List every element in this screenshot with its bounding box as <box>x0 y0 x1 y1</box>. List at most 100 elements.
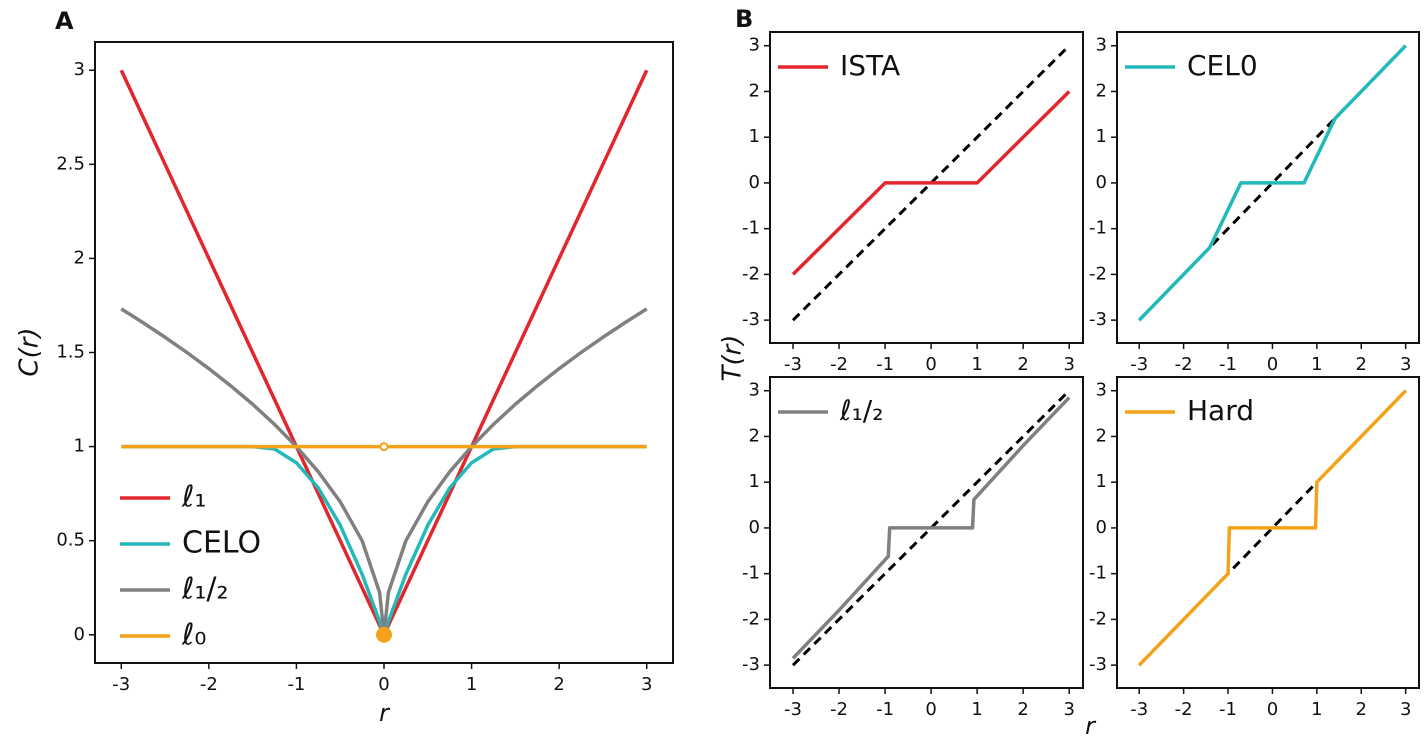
x-tick-label: -3 <box>784 354 802 375</box>
y-tick-label: 2 <box>749 425 760 446</box>
x-tick-label: -2 <box>1175 354 1193 375</box>
panel: -3 -2 -1 0 1 2 3 -3 -2 -1 0 1 2 3 CEL0 <box>1089 31 1420 375</box>
panel: -3 -2 -1 0 1 2 3 -3 -2 -1 0 1 2 3 Hard <box>1089 376 1420 720</box>
x-tick-label: 0 <box>925 354 936 375</box>
legend-label: ℓ₀ <box>181 618 206 653</box>
x-tick-label: -2 <box>830 354 848 375</box>
y-tick-label: 0 <box>1096 172 1107 193</box>
y-tick-label: -1 <box>742 218 760 239</box>
x-tick-label: 2 <box>553 674 564 695</box>
y-tick-label: -3 <box>742 654 760 675</box>
y-tick-label: 3 <box>1096 35 1107 56</box>
x-tick-label: -1 <box>876 354 894 375</box>
x-tick-label: -2 <box>1175 699 1193 720</box>
y-tick-label: 3 <box>1096 380 1107 401</box>
y-tick-label: -1 <box>1089 218 1107 239</box>
axes-frame <box>1116 31 1420 344</box>
y-tick-label: 2 <box>1096 425 1107 446</box>
x-tick-label: -1 <box>876 699 894 720</box>
y-tick-label: -1 <box>1089 563 1107 584</box>
y-tick-label: 2 <box>1096 80 1107 101</box>
y-tick-label: 1 <box>1096 471 1107 492</box>
x-tick-label: 1 <box>1311 699 1322 720</box>
series-line <box>1137 389 1407 667</box>
y-tick-label: 1 <box>1096 126 1107 147</box>
panel: -3 -2 -1 0 1 2 3 -3 -2 -1 0 1 2 3 ℓ₁/₂ r <box>742 376 1097 737</box>
y-tick-label: -1 <box>742 563 760 584</box>
y-tick-label: 0.5 <box>56 530 85 551</box>
y-tick-label: 0 <box>74 624 85 645</box>
panel: -3 -2 -1 0 1 2 3 0 0.5 1 1.5 2 2.5 3 ℓ₁ CELO ℓ₁/₂ ℓ₀ A C(r)… <box>15 7 674 727</box>
series-line <box>791 389 1071 667</box>
legend-label: ISTA <box>840 49 900 82</box>
panel: -3 -2 -1 0 1 2 3 -3 -2 -1 0 1 2 3 ISTA B T(r) <box>718 5 1084 381</box>
x-tick-label: -3 <box>112 674 130 695</box>
series-line <box>1137 44 1407 322</box>
x-tick-label: 3 <box>641 674 652 695</box>
y-tick-label: 1 <box>749 126 760 147</box>
series-line <box>791 396 1071 660</box>
x-tick-label: 3 <box>1400 354 1411 375</box>
y-tick-label: 2 <box>74 247 85 268</box>
series-line <box>791 90 1071 276</box>
y-axis-label: C(r) <box>15 327 45 376</box>
x-tick-label: 1 <box>971 699 982 720</box>
y-tick-label: 0 <box>749 517 760 538</box>
x-tick-label: -3 <box>1130 354 1148 375</box>
x-tick-label: 0 <box>1267 354 1278 375</box>
x-tick-label: -2 <box>830 699 848 720</box>
y-tick-label: 3 <box>749 35 760 56</box>
legend-label: Hard <box>1187 394 1254 427</box>
y-tick-label: -2 <box>742 608 760 629</box>
legend-label: CELO <box>182 526 261 561</box>
legend-label: ℓ₁/₂ <box>181 572 229 607</box>
x-tick-label: 1 <box>1311 354 1322 375</box>
y-tick-label: 1 <box>749 471 760 492</box>
x-tick-label: 0 <box>378 674 389 695</box>
isolated-point <box>376 626 392 643</box>
x-tick-label: -1 <box>287 674 305 695</box>
y-tick-label: 0 <box>749 172 760 193</box>
y-tick-label: -3 <box>1089 309 1107 330</box>
x-tick-label: 2 <box>1017 354 1028 375</box>
x-tick-label: -3 <box>1130 699 1148 720</box>
y-tick-label: -2 <box>1089 263 1107 284</box>
y-tick-label: 1.5 <box>56 342 85 363</box>
x-tick-label: -1 <box>1219 699 1237 720</box>
y-tick-label: 3 <box>749 380 760 401</box>
x-tick-label: -3 <box>784 699 802 720</box>
y-tick-label: -3 <box>742 309 760 330</box>
axes-frame <box>769 31 1084 344</box>
y-tick-label: -2 <box>742 263 760 284</box>
axes-frame <box>94 41 674 664</box>
axes-frame <box>769 376 1084 689</box>
x-tick-label: 3 <box>1063 354 1074 375</box>
axes-frame <box>1116 376 1420 689</box>
x-tick-label: 3 <box>1400 699 1411 720</box>
x-tick-label: -2 <box>200 674 218 695</box>
series-line <box>791 44 1071 322</box>
y-tick-label: -3 <box>1089 654 1107 675</box>
x-tick-label: 1 <box>971 354 982 375</box>
y-tick-label: 3 <box>74 59 85 80</box>
panel-label: A <box>55 7 74 35</box>
open-point <box>379 442 389 452</box>
x-tick-label: 2 <box>1017 699 1028 720</box>
y-tick-label: 1 <box>74 436 85 457</box>
legend-label: CEL0 <box>1187 49 1258 82</box>
x-tick-label: 0 <box>1267 699 1278 720</box>
x-tick-label: 3 <box>1063 699 1074 720</box>
legend-label: ℓ₁ <box>181 480 206 515</box>
y-tick-label: 2 <box>749 80 760 101</box>
x-tick-label: 0 <box>925 699 936 720</box>
x-tick-label: 2 <box>1356 699 1367 720</box>
y-tick-label: 0 <box>1096 517 1107 538</box>
x-axis-label: r <box>379 699 391 727</box>
x-tick-label: -1 <box>1219 354 1237 375</box>
x-tick-label: 2 <box>1356 354 1367 375</box>
y-tick-label: -2 <box>1089 608 1107 629</box>
x-tick-label: 1 <box>466 674 477 695</box>
legend-label: ℓ₁/₂ <box>839 394 883 427</box>
